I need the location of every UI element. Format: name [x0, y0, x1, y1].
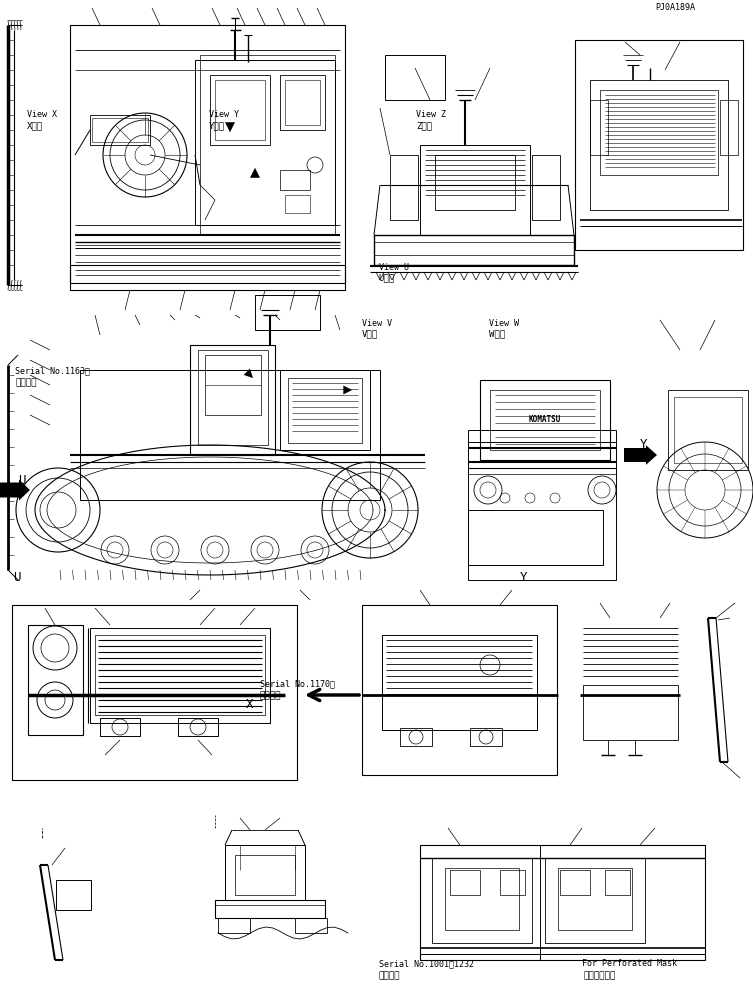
Bar	[205, 355, 261, 415]
Bar	[255, 295, 320, 330]
Text: View X: View X	[27, 110, 57, 119]
Bar	[575, 40, 743, 250]
Bar	[12, 605, 297, 780]
Bar	[80, 370, 380, 500]
Bar	[200, 55, 335, 235]
Bar	[545, 858, 645, 943]
Bar	[225, 845, 305, 900]
Bar	[590, 100, 608, 155]
Bar	[70, 25, 345, 290]
Text: KOMATSU: KOMATSU	[529, 416, 561, 425]
Bar	[558, 868, 632, 930]
Bar	[668, 390, 748, 470]
Text: V　視: V 視	[362, 330, 378, 339]
Bar	[288, 378, 362, 443]
Text: Y: Y	[640, 439, 648, 452]
Text: View Y: View Y	[209, 110, 239, 119]
Text: X: X	[246, 698, 254, 711]
Bar	[720, 100, 738, 155]
Bar	[178, 718, 218, 736]
Bar	[468, 510, 603, 565]
Bar	[95, 635, 265, 715]
Bar	[218, 918, 250, 933]
Bar	[280, 170, 310, 190]
Bar	[210, 75, 270, 145]
Text: Serial No.1170～: Serial No.1170～	[260, 679, 335, 688]
Bar	[432, 858, 532, 943]
Bar	[215, 80, 265, 140]
Bar	[70, 265, 345, 283]
Text: View U: View U	[379, 263, 409, 272]
Bar	[190, 345, 275, 455]
Bar	[235, 855, 295, 895]
Text: Z　視: Z 視	[416, 121, 432, 130]
Text: U: U	[18, 474, 26, 487]
Bar	[374, 235, 574, 265]
Bar	[532, 155, 560, 220]
Text: Y　視: Y 視	[209, 121, 225, 130]
Bar	[100, 718, 140, 736]
Bar	[285, 80, 320, 125]
Bar	[295, 918, 327, 933]
Bar	[400, 728, 432, 746]
FancyArrow shape	[624, 445, 657, 465]
Bar	[280, 370, 370, 450]
Bar	[450, 870, 480, 895]
Bar	[583, 685, 678, 740]
Bar	[92, 118, 148, 142]
Bar	[90, 628, 270, 723]
Bar	[215, 900, 325, 918]
Text: X　視: X 視	[27, 121, 43, 130]
Text: 適用号機: 適用号機	[15, 379, 37, 388]
Text: W　視: W 視	[489, 330, 505, 339]
Text: View W: View W	[489, 319, 519, 328]
FancyArrow shape	[0, 480, 30, 501]
Bar	[90, 115, 150, 145]
Bar	[385, 55, 445, 100]
Bar	[420, 845, 705, 960]
Text: PJ0A189A: PJ0A189A	[655, 3, 695, 12]
Bar	[56, 880, 91, 910]
Bar	[500, 870, 525, 895]
Bar	[490, 390, 600, 450]
Bar	[445, 868, 519, 930]
Text: 丸穴マスク用: 丸穴マスク用	[584, 971, 616, 980]
Bar	[480, 380, 610, 460]
Bar	[590, 80, 728, 210]
Text: View V: View V	[362, 319, 392, 328]
Bar	[285, 195, 310, 213]
Bar	[420, 145, 530, 235]
Text: 適用号機: 適用号機	[260, 691, 282, 700]
Bar	[362, 605, 557, 775]
Text: Y: Y	[520, 571, 527, 583]
Bar	[605, 870, 630, 895]
Bar	[195, 60, 335, 225]
Bar	[560, 870, 590, 895]
Bar	[600, 90, 718, 175]
Bar	[674, 397, 742, 463]
Bar	[390, 155, 418, 220]
Bar	[198, 350, 268, 445]
Text: U　視: U 視	[379, 274, 395, 283]
Bar	[28, 625, 83, 735]
Bar	[468, 430, 616, 580]
Text: Serial No.1001～1232: Serial No.1001～1232	[379, 959, 474, 968]
Bar	[382, 635, 537, 730]
Bar	[470, 728, 502, 746]
Text: For Perforated Mask: For Perforated Mask	[582, 959, 677, 968]
Text: 適用号機: 適用号機	[379, 971, 401, 980]
Bar	[280, 75, 325, 130]
Bar	[435, 155, 515, 210]
Text: Serial No.1163～: Serial No.1163～	[15, 367, 90, 376]
Text: U: U	[14, 571, 21, 583]
Text: View Z: View Z	[416, 110, 447, 119]
